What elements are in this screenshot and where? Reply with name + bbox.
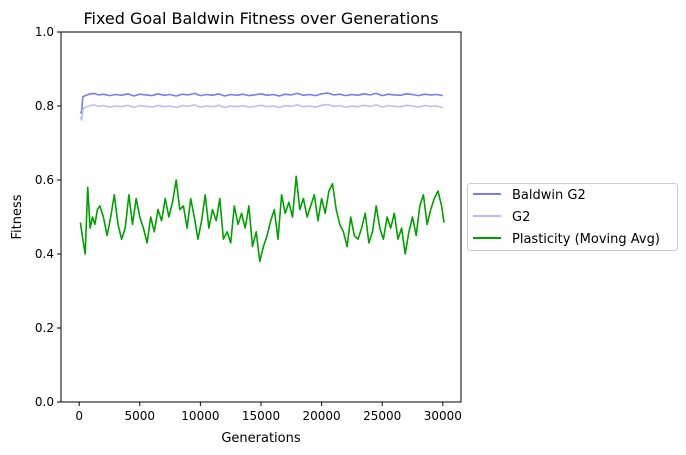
series-line-baldwin-g2 xyxy=(79,92,443,115)
legend: Baldwin G2 G2 Plasticity (Moving Avg) xyxy=(467,183,678,251)
x-tick-label: 30000 xyxy=(424,409,462,423)
x-tick-label: 15000 xyxy=(242,409,280,423)
legend-frame xyxy=(467,183,678,251)
chart-title: Fixed Goal Baldwin Fitness over Generati… xyxy=(83,9,438,28)
series-line-plasticity-moving-avg xyxy=(79,175,445,263)
legend-label-baldwin-g2: Baldwin G2 xyxy=(512,188,586,203)
x-tick-label: 0 xyxy=(75,409,83,423)
y-tick-label: 0.6 xyxy=(35,173,54,187)
y-tick-label: 0.4 xyxy=(35,247,54,261)
x-tick-label: 5000 xyxy=(125,409,156,423)
x-tick-label: 25000 xyxy=(363,409,401,423)
y-tick-label: 0.2 xyxy=(35,321,54,335)
x-axis-label: Generations xyxy=(221,431,301,446)
x-tick-label: 20000 xyxy=(303,409,341,423)
plot-frame xyxy=(60,31,462,403)
plot-series xyxy=(79,92,445,263)
y-tick-label: 0.0 xyxy=(35,395,54,409)
legend-label-plasticity: Plasticity (Moving Avg) xyxy=(512,232,660,247)
y-axis: 0.0 0.2 0.4 0.6 0.8 1.0 xyxy=(35,25,61,409)
legend-label-g2: G2 xyxy=(512,210,530,225)
series-line-g2 xyxy=(79,103,444,121)
x-axis: 0 5000 10000 15000 20000 25000 30000 xyxy=(75,402,462,423)
x-tick-label: 10000 xyxy=(181,409,219,423)
y-tick-label: 1.0 xyxy=(35,25,54,39)
y-axis-label: Fitness xyxy=(10,194,25,239)
y-tick-label: 0.8 xyxy=(35,99,54,113)
